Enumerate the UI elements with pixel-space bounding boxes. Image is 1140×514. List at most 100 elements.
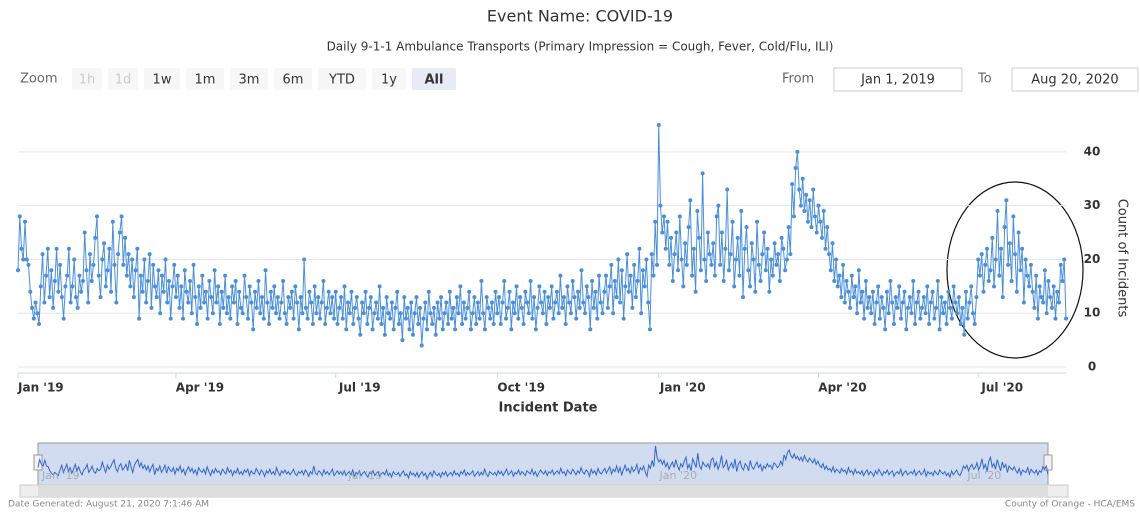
- data-point: [693, 289, 698, 294]
- y-axis-title: Count of Incidents: [1115, 199, 1130, 318]
- data-point: [651, 273, 656, 278]
- data-point: [256, 278, 261, 283]
- data-point: [316, 295, 321, 300]
- zoom-button[interactable]: [144, 68, 180, 90]
- data-point: [403, 316, 408, 321]
- data-point: [849, 273, 854, 278]
- zoom-button-label[interactable]: 3m: [239, 73, 260, 88]
- data-point: [719, 230, 724, 235]
- data-point: [1039, 295, 1044, 300]
- from-input[interactable]: [833, 67, 963, 92]
- data-point: [458, 284, 463, 289]
- to-input[interactable]: [1011, 67, 1139, 92]
- data-point: [660, 230, 665, 235]
- zoom-button-label[interactable]: 6m: [283, 73, 304, 88]
- navigator-handle[interactable]: [1043, 454, 1053, 471]
- to-value[interactable]: Aug 20, 2020: [1031, 73, 1118, 88]
- data-point: [556, 311, 561, 316]
- data-point: [807, 198, 812, 203]
- data-point: [303, 305, 308, 310]
- data-point: [159, 273, 164, 278]
- data-point: [647, 327, 652, 332]
- data-point: [177, 305, 182, 310]
- zoom-button-label[interactable]: 1m: [195, 73, 216, 88]
- chart-subtitle: Daily 9-1-1 Ambulance Transports (Primar…: [327, 40, 834, 54]
- data-point: [454, 295, 459, 300]
- data-point: [588, 327, 593, 332]
- zoom-button-label[interactable]: 1d: [115, 73, 132, 88]
- data-point: [172, 262, 177, 267]
- zoom-button-label[interactable]: 1w: [153, 73, 172, 88]
- data-point: [767, 289, 772, 294]
- data-point: [586, 295, 591, 300]
- data-point: [432, 305, 437, 310]
- zoom-button[interactable]: [412, 68, 456, 90]
- data-point: [393, 305, 398, 310]
- data-point: [869, 311, 874, 316]
- data-point: [337, 305, 342, 310]
- data-point: [848, 305, 853, 310]
- data-point: [876, 284, 881, 289]
- data-point: [442, 311, 447, 316]
- navigator-mask: [37, 442, 1049, 486]
- data-point: [40, 252, 45, 257]
- scrollbar-thumb[interactable]: [38, 486, 1048, 496]
- data-point: [870, 289, 875, 294]
- zoom-button[interactable]: [186, 68, 224, 90]
- data-point: [402, 295, 407, 300]
- data-point: [309, 300, 314, 305]
- data-point: [823, 246, 828, 251]
- data-point: [1055, 289, 1060, 294]
- data-point: [818, 219, 823, 224]
- data-point: [86, 300, 91, 305]
- data-point: [102, 241, 107, 246]
- zoom-button[interactable]: [72, 68, 102, 90]
- data-point: [191, 262, 196, 267]
- data-point: [24, 257, 29, 262]
- data-point: [109, 289, 114, 294]
- data-point: [189, 311, 194, 316]
- data-point: [828, 268, 833, 273]
- data-point: [149, 305, 154, 310]
- data-point: [779, 235, 784, 240]
- from-value[interactable]: Jan 1, 2019: [860, 73, 935, 88]
- data-point: [695, 209, 700, 214]
- data-point: [335, 321, 340, 326]
- data-point: [979, 252, 984, 257]
- data-point: [451, 305, 456, 310]
- data-point: [886, 311, 891, 316]
- data-point: [237, 289, 242, 294]
- navigator-handle[interactable]: [33, 454, 43, 471]
- zoom-button-label[interactable]: 1y: [381, 73, 397, 88]
- data-point: [553, 300, 558, 305]
- zoom-button-label[interactable]: 1h: [79, 73, 96, 88]
- data-point: [748, 284, 753, 289]
- zoom-button[interactable]: [274, 68, 312, 90]
- x-tick-label: Jan '20: [659, 381, 706, 395]
- data-point: [851, 295, 856, 300]
- data-point: [52, 278, 57, 283]
- data-point: [289, 289, 294, 294]
- data-point: [654, 262, 659, 267]
- data-point: [832, 278, 837, 283]
- data-point: [777, 278, 782, 283]
- data-point: [446, 321, 451, 326]
- zoom-button[interactable]: [372, 68, 406, 90]
- zoom-button-label[interactable]: All: [425, 73, 444, 88]
- data-point: [284, 321, 289, 326]
- zoom-button[interactable]: [230, 68, 268, 90]
- data-point: [314, 311, 319, 316]
- zoom-button[interactable]: [108, 68, 138, 90]
- data-point: [384, 295, 389, 300]
- data-point: [1053, 316, 1058, 321]
- data-point: [881, 305, 886, 310]
- data-point: [342, 284, 347, 289]
- data-point: [600, 311, 605, 316]
- zoom-button-label[interactable]: YTD: [328, 73, 355, 88]
- zoom-button[interactable]: [318, 68, 366, 90]
- data-point: [245, 316, 250, 321]
- data-point: [941, 311, 946, 316]
- data-point: [811, 187, 816, 192]
- data-point: [677, 214, 682, 219]
- data-point: [1006, 262, 1011, 267]
